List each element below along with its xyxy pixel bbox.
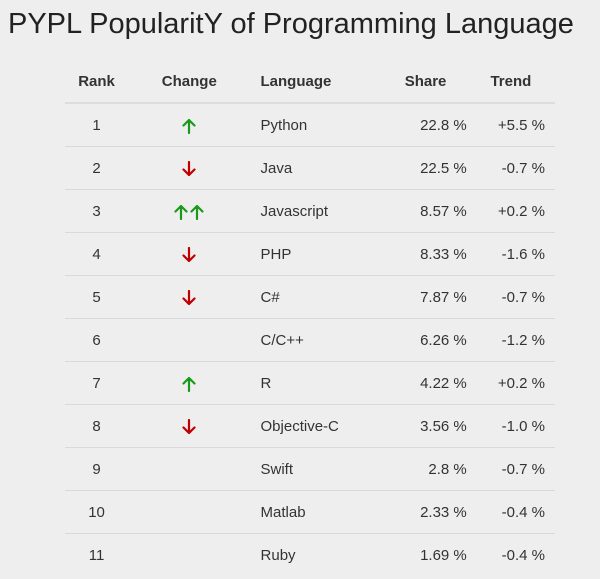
language-cell: Python — [250, 102, 365, 147]
change-cell — [128, 275, 251, 319]
trend-cell: -0.4 % — [466, 490, 555, 534]
arrow-down-icon — [182, 418, 196, 435]
change-cell — [128, 447, 251, 491]
language-cell: Ruby — [250, 533, 365, 576]
language-cell: Objective-C — [250, 404, 365, 448]
table-header-row: Rank Change Language Share Trend — [65, 60, 555, 104]
language-cell: PHP — [250, 232, 365, 276]
arrow-up-icon — [174, 204, 188, 220]
arrow-down-icon — [182, 160, 196, 177]
table-row: 9 Swift 2.8 % -0.7 % — [65, 447, 555, 491]
change-cell — [128, 189, 251, 233]
share-cell: 2.33 % — [364, 490, 467, 534]
trend-cell: -1.2 % — [466, 318, 555, 362]
trend-cell: +0.2 % — [466, 189, 555, 233]
change-cell — [128, 146, 251, 190]
rank-cell: 6 — [65, 318, 129, 362]
arrow-up-icon — [182, 376, 196, 392]
table-row: 10 Matlab 2.33 % -0.4 % — [65, 490, 555, 534]
table-row: 6 C/C++ 6.26 % -1.2 % — [65, 318, 555, 362]
trend-cell: -1.6 % — [466, 232, 555, 276]
rank-cell: 9 — [65, 447, 129, 491]
header-change: Change — [128, 60, 251, 104]
share-cell: 2.8 % — [364, 447, 467, 491]
trend-cell: +5.5 % — [466, 102, 555, 147]
rank-cell: 3 — [65, 189, 129, 233]
rank-cell: 2 — [65, 146, 129, 190]
change-cell — [128, 361, 251, 405]
language-cell: Matlab — [250, 490, 365, 534]
share-cell: 22.8 % — [364, 102, 467, 147]
change-cell — [128, 318, 251, 362]
table-row: 2 Java 22.5 % -0.7 % — [65, 146, 555, 190]
share-cell: 4.22 % — [364, 361, 467, 405]
language-cell: C# — [250, 275, 365, 319]
rank-cell: 4 — [65, 232, 129, 276]
trend-cell: -0.7 % — [466, 275, 555, 319]
change-cell — [128, 232, 251, 276]
change-cell — [128, 404, 251, 448]
rank-cell: 10 — [65, 490, 129, 534]
rank-cell: 11 — [65, 533, 129, 576]
rank-cell: 1 — [65, 102, 129, 147]
header-share: Share — [364, 60, 467, 104]
table-row: 1 Python 22.8 % +5.5 % — [65, 102, 555, 147]
change-cell — [128, 490, 251, 534]
rank-cell: 7 — [65, 361, 129, 405]
table-row: 11 Ruby 1.69 % -0.4 % — [65, 533, 555, 576]
language-cell: Javascript — [250, 189, 365, 233]
page-title: PYPL PopularitY of Programming Language — [8, 8, 574, 40]
share-cell: 3.56 % — [364, 404, 467, 448]
header-language: Language — [250, 60, 365, 104]
change-cell — [128, 533, 251, 576]
table-row: 4 PHP 8.33 % -1.6 % — [65, 232, 555, 276]
trend-cell: +0.2 % — [466, 361, 555, 405]
table-row: 5 C# 7.87 % -0.7 % — [65, 275, 555, 319]
table-row: 8 Objective-C 3.56 % -1.0 % — [65, 404, 555, 448]
header-rank: Rank — [65, 60, 129, 104]
table-body: 1 Python 22.8 % +5.5 % 2 Java 22.5 % -0.7 % 3 Jav… — [65, 102, 555, 576]
share-cell: 8.33 % — [364, 232, 467, 276]
header-trend: Trend — [466, 60, 555, 104]
share-cell: 1.69 % — [364, 533, 467, 576]
arrow-down-icon — [182, 246, 196, 263]
language-cell: C/C++ — [250, 318, 365, 362]
arrow-up-icon — [190, 204, 204, 220]
share-cell: 6.26 % — [364, 318, 467, 362]
share-cell: 22.5 % — [364, 146, 467, 190]
trend-cell: -0.7 % — [466, 447, 555, 491]
rank-cell: 8 — [65, 404, 129, 448]
trend-cell: -1.0 % — [466, 404, 555, 448]
rank-cell: 5 — [65, 275, 129, 319]
arrow-up-icon — [182, 118, 196, 134]
language-cell: Swift — [250, 447, 365, 491]
table-row: 3 Javascript 8.57 % +0.2 % — [65, 189, 555, 233]
share-cell: 7.87 % — [364, 275, 467, 319]
trend-cell: -0.7 % — [466, 146, 555, 190]
arrow-down-icon — [182, 289, 196, 306]
trend-cell: -0.4 % — [466, 533, 555, 576]
share-cell: 8.57 % — [364, 189, 467, 233]
language-cell: Java — [250, 146, 365, 190]
language-cell: R — [250, 361, 365, 405]
change-cell — [128, 102, 251, 147]
ranking-table: Rank Change Language Share Trend 1 Python… — [65, 60, 555, 576]
table-row: 7 R 4.22 % +0.2 % — [65, 361, 555, 405]
